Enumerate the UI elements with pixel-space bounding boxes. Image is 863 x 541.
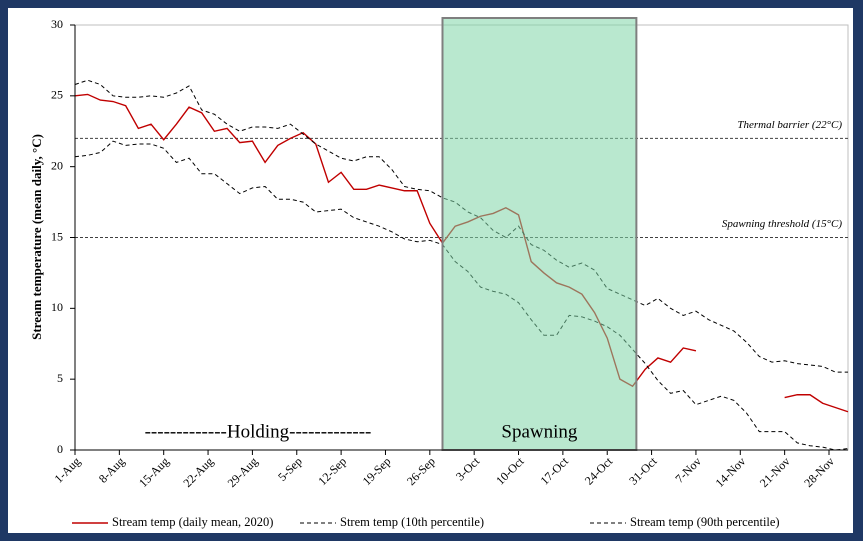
highlight-region [441, 17, 638, 451]
legend-label: Strem temp (10th percentile) [340, 515, 484, 529]
legend-label: Stream temp (90th percentile) [630, 515, 780, 529]
y-tick-label: 25 [51, 88, 63, 102]
y-tick-label: 10 [51, 300, 63, 314]
y-tick-label: 5 [57, 371, 63, 385]
y-axis-title: Stream temperature (mean daily, °C) [29, 134, 44, 340]
y-tick-label: 0 [57, 442, 63, 456]
y-tick-label: 15 [51, 229, 63, 243]
chart-panel [8, 8, 853, 533]
reference-label: Spawning threshold (15°C) [722, 218, 842, 230]
legend-label: Stream temp (daily mean, 2020) [112, 515, 273, 529]
highlight-label: Spawning [501, 421, 578, 442]
y-tick-label: 30 [51, 17, 63, 31]
reference-label: Thermal barrier (22°C) [737, 119, 842, 131]
y-tick-label: 20 [51, 158, 63, 172]
period-label: -------------Holding------------- [145, 421, 372, 442]
